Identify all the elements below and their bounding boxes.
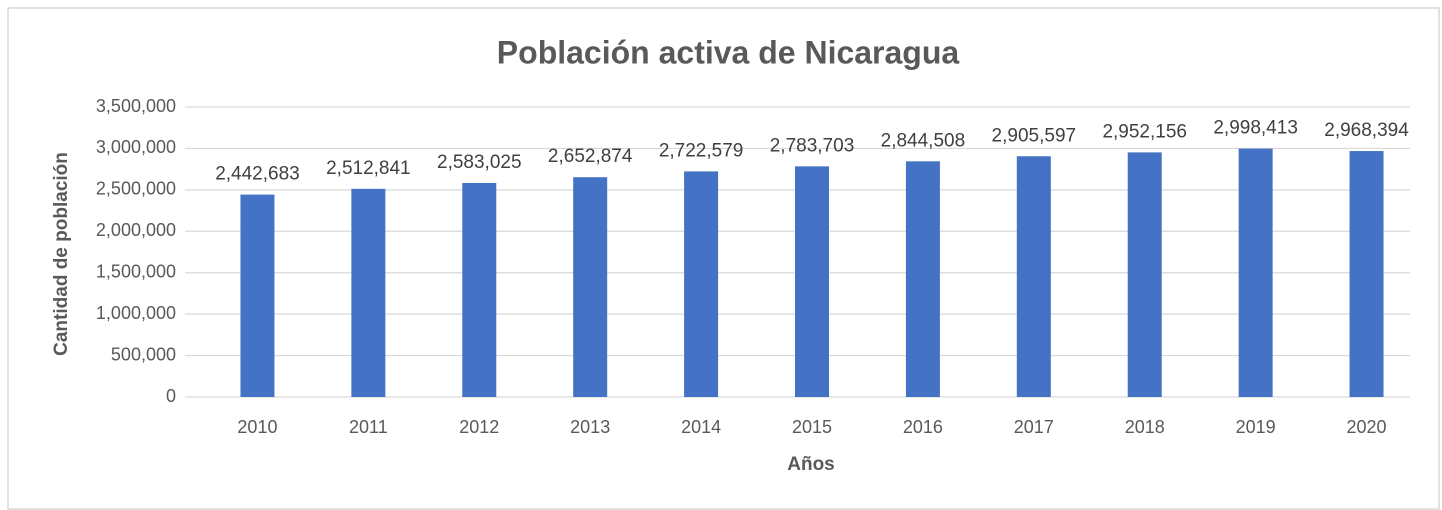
x-tick-label: 2011 [349, 417, 388, 437]
y-tick-label: 2,500,000 [96, 179, 176, 199]
bar [905, 161, 940, 397]
value-label: 2,998,413 [1213, 118, 1298, 139]
bar [240, 194, 275, 397]
bar [1127, 152, 1162, 397]
x-tick-label: 2010 [237, 417, 277, 437]
x-tick-label: 2015 [792, 417, 832, 437]
bar [351, 188, 386, 397]
x-tick-label: 2018 [1125, 417, 1165, 437]
y-tick-label: 0 [166, 386, 176, 406]
value-label: 2,968,394 [1324, 120, 1409, 141]
bar [684, 171, 719, 397]
bar [573, 177, 608, 397]
bar [1349, 151, 1384, 397]
x-tick-label: 2019 [1236, 417, 1276, 437]
chart-frame [7, 7, 1440, 510]
y-tick-label: 500,000 [111, 344, 176, 364]
chart-title: Población activa de Nicaragua [497, 34, 960, 70]
y-tick-label: 3,000,000 [96, 137, 176, 157]
value-label: 2,583,025 [437, 152, 522, 173]
bar [795, 166, 829, 397]
value-label: 2,844,508 [881, 130, 966, 151]
y-axis-title: Cantidad de población [51, 152, 72, 356]
bar [1016, 156, 1051, 397]
bar [462, 182, 497, 397]
value-label: 2,652,874 [548, 146, 633, 167]
x-tick-label: 2020 [1347, 417, 1387, 437]
x-tick-label: 2016 [903, 417, 943, 437]
value-label: 2,952,156 [1102, 121, 1187, 142]
y-tick-label: 1,500,000 [96, 261, 176, 281]
bar [1238, 148, 1273, 397]
value-label: 2,905,597 [992, 125, 1077, 146]
x-tick-label: 2017 [1014, 417, 1054, 437]
y-tick-label: 3,500,000 [96, 96, 176, 116]
value-label: 2,512,841 [326, 158, 411, 179]
value-label: 2,783,703 [770, 135, 855, 156]
value-label: 2,722,579 [659, 140, 744, 161]
x-tick-label: 2012 [459, 417, 499, 437]
x-tick-label: 2014 [681, 417, 721, 437]
value-label: 2,442,683 [215, 164, 300, 185]
x-axis-title: Años [787, 454, 835, 475]
x-tick-label: 2013 [570, 417, 610, 437]
y-tick-label: 2,000,000 [96, 220, 176, 240]
y-tick-label: 1,000,000 [96, 303, 176, 323]
